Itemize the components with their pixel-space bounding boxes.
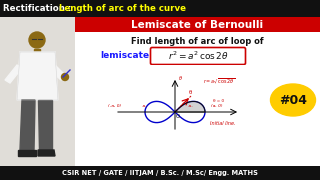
- Text: $r^2 = a^2\,\cos 2\theta$: $r^2 = a^2\,\cos 2\theta$: [168, 50, 228, 62]
- Text: θ: θ: [189, 90, 192, 95]
- FancyBboxPatch shape: [0, 0, 320, 17]
- Text: Lemiscate of Bernoulli: Lemiscate of Bernoulli: [131, 19, 263, 30]
- Polygon shape: [20, 100, 35, 150]
- Polygon shape: [38, 150, 55, 156]
- Polygon shape: [18, 150, 36, 156]
- Text: $\theta$: $\theta$: [178, 74, 183, 82]
- FancyBboxPatch shape: [0, 17, 75, 167]
- Polygon shape: [5, 65, 22, 83]
- Polygon shape: [34, 49, 40, 52]
- FancyBboxPatch shape: [150, 48, 245, 64]
- FancyBboxPatch shape: [78, 65, 253, 165]
- FancyBboxPatch shape: [0, 166, 320, 180]
- Polygon shape: [38, 100, 52, 150]
- Ellipse shape: [270, 84, 316, 116]
- Text: Length of arc of the curve: Length of arc of the curve: [59, 4, 186, 13]
- FancyBboxPatch shape: [75, 32, 320, 167]
- Circle shape: [61, 73, 68, 80]
- FancyBboxPatch shape: [75, 17, 320, 32]
- Text: -a-: -a-: [188, 104, 194, 108]
- Text: -a-: -a-: [142, 104, 148, 108]
- Text: θ = 0: θ = 0: [213, 99, 224, 103]
- Polygon shape: [17, 52, 58, 100]
- Text: (a, 0): (a, 0): [211, 104, 223, 108]
- Polygon shape: [22, 72, 50, 80]
- Text: Rectification :: Rectification :: [3, 4, 74, 13]
- Polygon shape: [175, 101, 205, 112]
- Text: $r = a\sqrt{\cos 2\theta}$: $r = a\sqrt{\cos 2\theta}$: [203, 78, 236, 86]
- Text: Find length of arc of loop of: Find length of arc of loop of: [131, 37, 263, 46]
- Text: lemiscate: lemiscate: [100, 51, 149, 60]
- Text: CSIR NET / GATE / IITJAM / B.Sc. / M.Sc/ Engg. MATHS: CSIR NET / GATE / IITJAM / B.Sc. / M.Sc/…: [62, 170, 258, 176]
- Text: O: O: [176, 114, 180, 119]
- Circle shape: [29, 32, 45, 48]
- Polygon shape: [50, 65, 65, 80]
- Text: (-a, 0): (-a, 0): [108, 104, 122, 108]
- Text: Initial line.: Initial line.: [210, 121, 236, 126]
- Text: #04: #04: [279, 93, 307, 107]
